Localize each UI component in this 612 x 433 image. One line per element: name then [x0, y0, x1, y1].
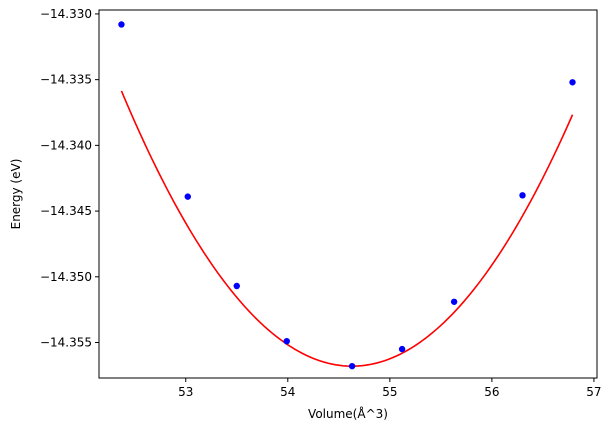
- data-point: [569, 79, 576, 86]
- x-tick-label: 56: [484, 385, 499, 399]
- x-axis-ticks: 53 54 55 56 57: [178, 378, 602, 399]
- data-point: [118, 21, 125, 28]
- data-point: [519, 192, 526, 199]
- plot-frame: [98, 9, 598, 379]
- y-tick-label: −14.330: [40, 7, 92, 21]
- y-tick-label: −14.350: [40, 270, 92, 284]
- data-point: [450, 298, 458, 305]
- x-axis-label: Volume(Å^3): [308, 406, 388, 421]
- data-point: [283, 338, 290, 345]
- x-tick-label: 54: [280, 385, 295, 399]
- y-tick-label: −14.335: [40, 73, 92, 87]
- x-tick-label: 53: [178, 385, 193, 399]
- plot-area: [118, 21, 576, 370]
- y-tick-label: −14.355: [40, 336, 92, 350]
- data-point: [398, 345, 406, 353]
- x-tick-label: 55: [382, 385, 397, 399]
- fit-curve: [120, 90, 574, 367]
- data-point: [184, 193, 191, 200]
- y-axis-ticks: −14.330 −14.335 −14.340 −14.345 −14.350 −14.3…: [40, 7, 99, 350]
- data-point: [233, 282, 240, 290]
- data-point: [348, 362, 356, 370]
- y-tick-label: −14.340: [40, 138, 92, 152]
- y-tick-label: −14.345: [40, 204, 92, 218]
- x-tick-label: 57: [586, 385, 601, 399]
- y-axis-label: Energy (eV): [9, 159, 23, 230]
